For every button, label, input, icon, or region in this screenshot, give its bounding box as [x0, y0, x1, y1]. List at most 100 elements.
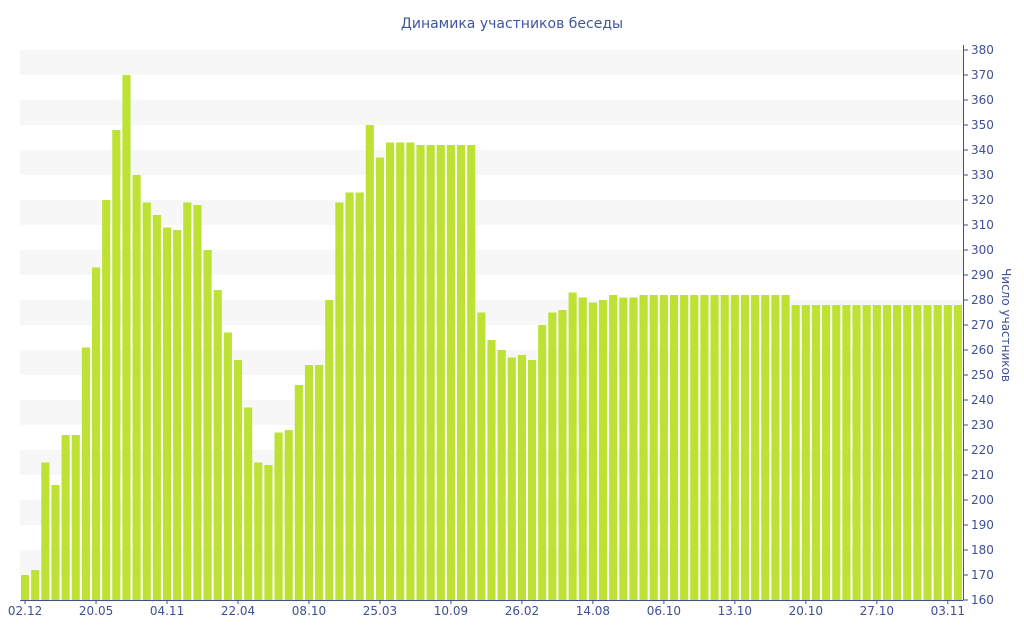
grid-band	[20, 100, 963, 125]
y-tick-label: 160	[971, 593, 994, 607]
bar	[913, 305, 922, 600]
bar	[619, 297, 628, 600]
x-tick-label: 08.10	[292, 604, 326, 618]
bar	[345, 192, 354, 600]
bar	[872, 305, 881, 600]
bar	[710, 295, 719, 600]
y-tick-label: 360	[971, 93, 994, 107]
bar	[193, 205, 202, 600]
bar	[173, 230, 182, 600]
y-ticks: 160 170 180 190 200 210 220 230 240 250 260 270 280 2…	[963, 43, 994, 607]
bar	[852, 305, 861, 600]
bar	[477, 312, 486, 600]
y-tick-label: 230	[971, 418, 994, 432]
bar	[558, 310, 567, 600]
bar	[629, 297, 638, 600]
bar	[497, 350, 506, 600]
bars	[21, 75, 962, 600]
grid-band	[20, 150, 963, 175]
x-tick-label: 26.02	[505, 604, 539, 618]
bar	[264, 465, 273, 600]
bar	[953, 305, 962, 600]
bar	[31, 570, 40, 600]
bar	[294, 385, 303, 600]
grid-band	[20, 200, 963, 225]
y-tick-label: 260	[971, 343, 994, 357]
bar	[801, 305, 810, 600]
bar	[365, 125, 374, 600]
bar	[41, 462, 50, 600]
bar	[61, 435, 70, 600]
grid-band	[20, 250, 963, 275]
y-tick-label: 170	[971, 568, 994, 582]
bar	[811, 305, 821, 600]
x-tick-label: 14.08	[576, 604, 610, 618]
bar	[284, 430, 293, 600]
bar	[517, 355, 526, 600]
bar	[406, 142, 415, 600]
bar	[71, 435, 80, 600]
bar	[649, 295, 658, 600]
x-tick-label: 20.10	[789, 604, 823, 618]
bar	[639, 295, 648, 600]
bar	[396, 142, 405, 600]
y-tick-label: 350	[971, 118, 994, 132]
y-tick-label: 300	[971, 243, 994, 257]
y-tick-label: 180	[971, 543, 994, 557]
bar	[862, 305, 871, 600]
bar	[112, 130, 121, 600]
bar	[386, 142, 395, 600]
bar	[436, 145, 445, 600]
bar	[446, 145, 456, 600]
bar	[457, 145, 466, 600]
bar	[720, 295, 729, 600]
bar	[822, 305, 831, 600]
bar	[183, 202, 192, 600]
bar	[487, 340, 496, 600]
bar	[416, 145, 425, 600]
y-tick-label: 270	[971, 318, 994, 332]
y-tick-label: 310	[971, 218, 994, 232]
grid-band	[20, 300, 963, 325]
bar	[669, 295, 679, 600]
bar	[102, 200, 111, 600]
y-tick-label: 340	[971, 143, 994, 157]
chart-title: Динамика участников беседы	[401, 16, 623, 32]
x-tick-label: 03.11	[931, 604, 965, 618]
bar	[375, 157, 385, 600]
bar	[152, 215, 161, 600]
bar	[761, 295, 770, 600]
bar	[700, 295, 709, 600]
x-tick-label: 25.03	[363, 604, 397, 618]
x-tick-label: 20.05	[79, 604, 113, 618]
bar	[598, 300, 608, 600]
bar	[325, 300, 334, 600]
bar	[538, 325, 547, 600]
bar	[609, 295, 618, 600]
bar	[355, 192, 364, 600]
bar	[213, 290, 222, 600]
y-tick-label: 330	[971, 168, 994, 182]
bar	[91, 267, 101, 600]
bar	[791, 305, 800, 600]
bar	[730, 295, 739, 600]
y-tick-label: 280	[971, 293, 994, 307]
bar	[923, 305, 932, 600]
y-tick-label: 210	[971, 468, 994, 482]
bar	[751, 295, 760, 600]
x-tick-label: 22.04	[221, 604, 255, 618]
y-tick-label: 220	[971, 443, 994, 457]
bar	[244, 407, 253, 600]
y-tick-label: 240	[971, 393, 994, 407]
grid-band	[20, 50, 963, 75]
y-tick-label: 250	[971, 368, 994, 382]
bar	[142, 202, 151, 600]
bar	[578, 297, 587, 600]
x-tick-label: 02.12	[8, 604, 42, 618]
bar	[162, 227, 172, 600]
bar	[568, 292, 577, 600]
bar	[680, 295, 689, 600]
bar	[893, 305, 902, 600]
bar	[933, 305, 942, 600]
